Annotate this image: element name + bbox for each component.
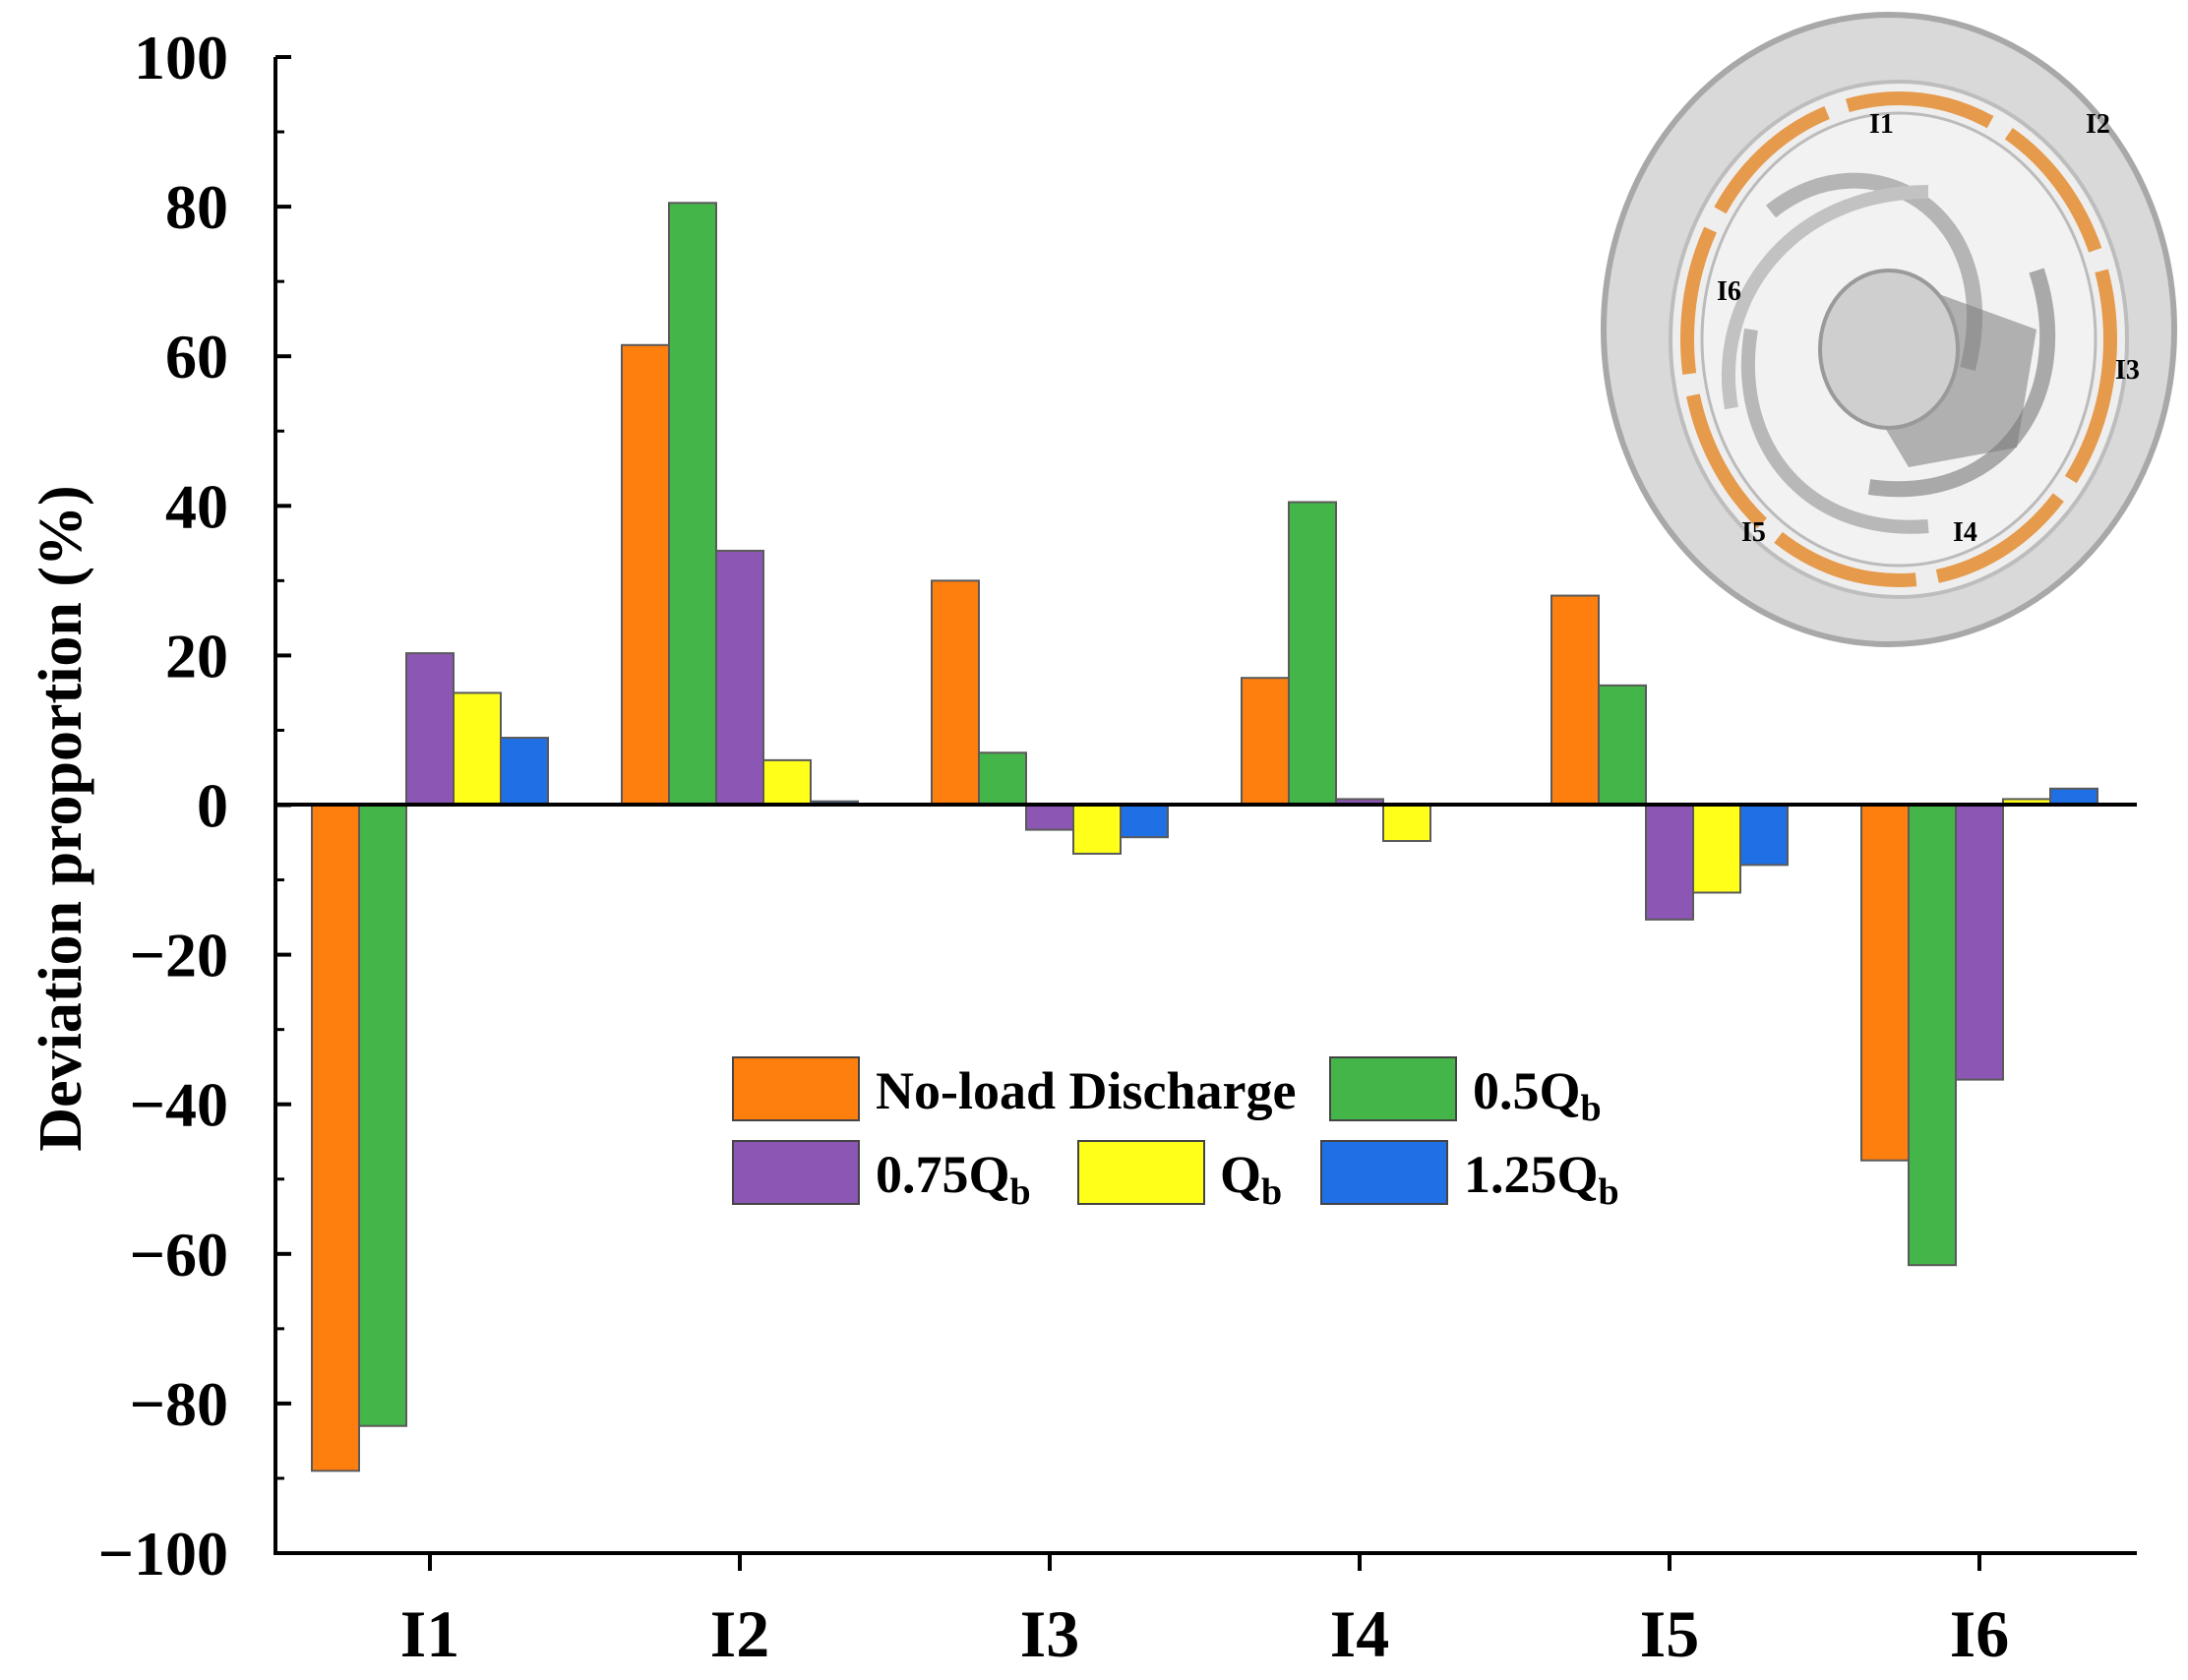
bar-i5-0-5qb (1598, 684, 1647, 807)
bar-i2-0-75qb (715, 549, 764, 807)
inset-label-i5: I5 (1741, 517, 1766, 548)
x-tick-label-i4: I4 (1330, 1596, 1389, 1671)
y-tick-label: 20 (165, 621, 228, 690)
legend-label-qb: Qb (1220, 1145, 1282, 1213)
x-tick-label-i5: I5 (1640, 1596, 1699, 1671)
bar-i2-no-load-discharge (621, 343, 670, 807)
legend-swatch-0-75qb (732, 1140, 860, 1205)
legend-swatch-no-load (732, 1056, 860, 1121)
bar-i3-qb (1072, 804, 1122, 855)
legend-label-no-load: No-load Discharge (876, 1061, 1296, 1120)
bar-i4-0-5qb (1288, 501, 1337, 807)
inset-blade (1721, 185, 1929, 410)
inset-blade (1740, 328, 1929, 534)
legend-label-0-5qb-main: 0.5Q (1473, 1061, 1581, 1120)
bars (311, 202, 2098, 1472)
legend: No-load Discharge 0.5Qb 0.75Qb Qb 1.25Qb (732, 1056, 1619, 1213)
bar-i3-0-75qb (1025, 804, 1074, 831)
inset-label-i3: I3 (2115, 355, 2140, 386)
inset-ring-illustration: I1 I2 I3 I4 I5 I6 (1601, 12, 2177, 647)
bar-i5-qb (1692, 804, 1741, 894)
legend-swatch-qb (1077, 1140, 1205, 1205)
legend-label-0-5qb: 0.5Qb (1473, 1061, 1602, 1129)
inset-label-i2: I2 (2086, 109, 2110, 140)
y-tick-labels: 100 80 60 40 20 0 −20 −40 −60 −80 −100 (98, 23, 228, 1589)
bar-i3-1-25qb (1120, 804, 1169, 839)
bar-i6-1-25qb (2049, 787, 2098, 807)
bar-i1-no-load-discharge (311, 804, 360, 1472)
bar-i3-0-5qb (978, 751, 1027, 807)
y-tick-label: −40 (130, 1070, 228, 1140)
x-tick-labels: I1 I2 I3 I4 I5 I6 (400, 1596, 2009, 1671)
legend-label-0-75qb: 0.75Qb (876, 1145, 1031, 1213)
bar-i6-no-load-discharge (1860, 804, 1910, 1162)
legend-label-0-5qb-sub: b (1581, 1088, 1602, 1129)
x-tick-label-i3: I3 (1020, 1596, 1079, 1671)
y-tick-label: −80 (130, 1369, 228, 1439)
legend-label-1-25qb: 1.25Qb (1464, 1145, 1619, 1213)
y-tick-label: 40 (165, 471, 228, 541)
y-tick-label: 100 (134, 23, 228, 92)
inset-label-i1: I1 (1869, 109, 1894, 140)
y-tick-label: −100 (98, 1519, 228, 1589)
legend-swatch-1-25qb (1320, 1140, 1448, 1205)
y-tick-label: −60 (130, 1220, 228, 1290)
bar-i6-0-75qb (1955, 804, 2004, 1081)
y-tick-label: −20 (130, 921, 228, 990)
x-tick-label-i1: I1 (400, 1596, 459, 1671)
bar-i5-no-load-discharge (1550, 594, 1600, 807)
legend-label-1-25qb-sub: b (1599, 1171, 1619, 1213)
bar-i4-no-load-discharge (1241, 677, 1290, 807)
bar-i3-no-load-discharge (931, 579, 980, 807)
legend-swatch-0-5qb (1329, 1056, 1457, 1121)
inset-label-i4: I4 (1953, 517, 1977, 548)
y-tick-label: 0 (197, 771, 228, 841)
legend-label-qb-sub: b (1261, 1171, 1282, 1213)
x-tick-marks (428, 1553, 1981, 1571)
inset-label-i6: I6 (1717, 276, 1741, 307)
bar-i1-0-5qb (358, 804, 407, 1427)
bar-i2-0-5qb (668, 202, 717, 807)
inset-segment-band (1680, 91, 2117, 587)
legend-label-qb-main: Q (1220, 1145, 1261, 1204)
legend-label-1-25qb-main: 1.25Q (1464, 1145, 1599, 1204)
inset-hub (1818, 269, 1960, 430)
bar-i6-0-5qb (1908, 804, 1957, 1267)
bar-i1-0-75qb (405, 652, 455, 807)
y-axis-label: Deviation proportion (%) (28, 485, 94, 1151)
bar-i1-qb (453, 691, 502, 807)
bar-i4-qb (1382, 804, 1431, 843)
y-tick-label: 80 (165, 172, 228, 242)
legend-label-0-75qb-main: 0.75Q (876, 1145, 1010, 1204)
bar-i5-0-75qb (1645, 804, 1694, 921)
x-tick-label-i6: I6 (1950, 1596, 2009, 1671)
bar-i1-1-25qb (500, 737, 549, 807)
y-tick-label: 60 (165, 322, 228, 391)
bar-i5-1-25qb (1739, 804, 1789, 867)
x-tick-label-i2: I2 (710, 1596, 769, 1671)
legend-label-0-75qb-sub: b (1010, 1171, 1031, 1213)
bar-i2-qb (762, 758, 812, 807)
